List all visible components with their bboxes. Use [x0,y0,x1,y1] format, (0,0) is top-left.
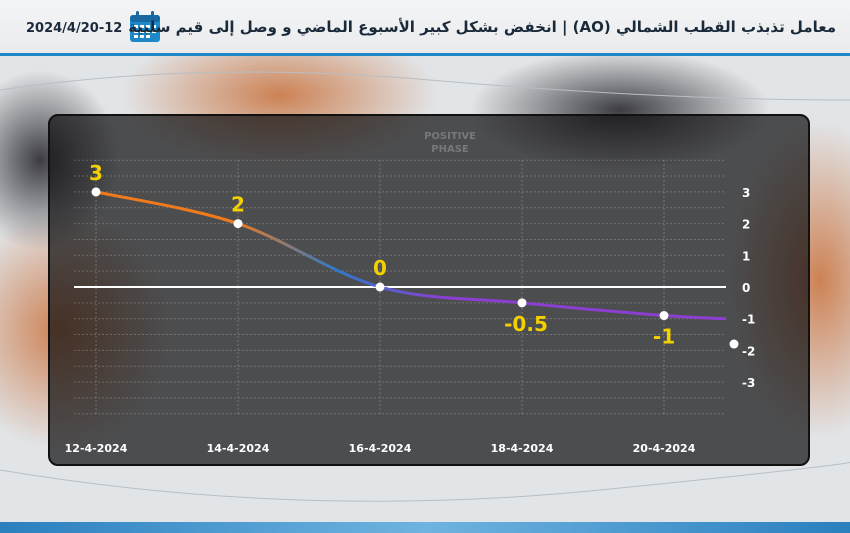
ao-series-line [95,190,727,321]
data-point [659,311,669,321]
x-tick-label: 18-4-2024 [491,442,554,455]
y-tick-label: 3 [742,186,750,200]
chart-panel [48,114,810,466]
data-point-extra [729,339,739,349]
data-point [233,219,243,229]
data-label: -0.5 [504,312,548,336]
x-tick-label: 20-4-2024 [633,442,696,455]
x-tick-label: 16-4-2024 [349,442,412,455]
phase-watermark: POSITIVE PHASE [400,130,500,156]
y-tick-label: 0 [742,281,750,295]
y-tick-label: -1 [742,313,755,327]
y-tick-label: 2 [742,218,750,232]
watermark-line-2: PHASE [431,144,469,155]
watermark-line-1: POSITIVE [424,131,476,142]
header-title: معامل تذبذب القطب الشمالي (AO) | انخفض ب… [128,18,836,36]
y-tick-label: 1 [742,249,750,263]
data-label: 0 [373,256,387,280]
y-tick-label: -3 [742,376,755,390]
calendar-icon [130,11,160,42]
data-label: -1 [653,325,675,349]
data-point [375,282,385,292]
header-bar: 2024/4/20-12 معامل تذبذب القطب الشمالي (… [0,0,850,56]
bottom-accent-bar [0,522,850,533]
data-point [517,298,527,308]
x-tick-label: 14-4-2024 [207,442,270,455]
data-label: 3 [89,161,103,185]
y-tick-label: -2 [742,344,755,358]
x-tick-label: 12-4-2024 [65,442,128,455]
data-label: 2 [231,193,245,217]
header-date: 2024/4/20-12 [26,21,123,36]
data-point [91,187,101,197]
